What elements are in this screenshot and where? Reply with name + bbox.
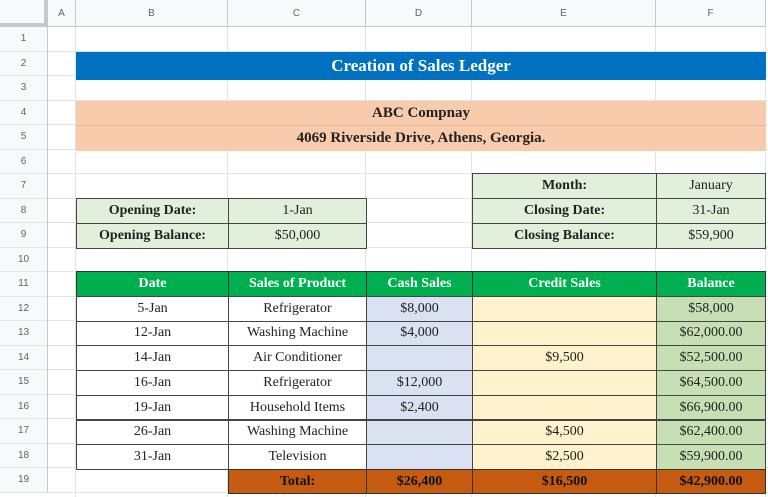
ledger-cell-credit[interactable] <box>472 320 657 347</box>
sheet-title[interactable]: Creation of Sales Ledger <box>76 52 766 80</box>
ledger-cell-credit[interactable]: $4,500 <box>472 419 657 445</box>
ledger-cell-product[interactable]: Washing Machine <box>228 419 367 445</box>
header-credit-sales[interactable]: Credit Sales <box>472 271 657 297</box>
ledger-cell-cash[interactable] <box>366 444 473 470</box>
ledger-cell-credit[interactable] <box>472 370 657 396</box>
row-header-17[interactable]: 17 <box>0 419 48 444</box>
ledger-cell-balance[interactable]: $59,900.00 <box>656 444 766 470</box>
row-header-1[interactable]: 1 <box>0 27 48 52</box>
total-balance[interactable]: $42,900.00 <box>656 469 766 494</box>
closing-date-value[interactable]: 31-Jan <box>656 198 766 224</box>
column-header-E[interactable]: E <box>472 0 656 27</box>
row-header-5[interactable]: 5 <box>0 125 48 150</box>
gridline <box>48 50 768 52</box>
row-header-14[interactable]: 14 <box>0 345 48 370</box>
row-header-2[interactable]: 2 <box>0 51 48 76</box>
gridline <box>48 246 768 248</box>
column-header-B[interactable]: B <box>76 0 228 27</box>
gridline <box>48 222 768 223</box>
row-header-9[interactable]: 9 <box>0 223 48 248</box>
row-header-11[interactable]: 11 <box>0 272 48 297</box>
gridline <box>655 27 656 497</box>
ledger-cell-date[interactable]: 14-Jan <box>76 345 229 371</box>
row-header-16[interactable]: 16 <box>0 394 48 419</box>
month-value[interactable]: January <box>656 173 766 199</box>
ledger-cell-product[interactable]: Washing Machine <box>228 320 367 347</box>
column-header-A[interactable]: A <box>48 0 76 27</box>
row-header-19[interactable]: 19 <box>0 468 48 493</box>
column-header-C[interactable]: C <box>228 0 366 27</box>
header-balance[interactable]: Balance <box>656 271 766 297</box>
closing-balance-label[interactable]: Closing Balance: <box>472 223 657 249</box>
company-address[interactable]: 4069 Riverside Drive, Athens, Georgia. <box>76 126 766 151</box>
opening-balance-label[interactable]: Opening Balance: <box>76 223 229 249</box>
ledger-cell-cash[interactable]: $2,400 <box>366 394 473 421</box>
total-cash[interactable]: $26,400 <box>366 469 473 494</box>
gridline <box>48 99 768 101</box>
gridline <box>227 27 228 497</box>
ledger-cell-product[interactable]: Television <box>228 444 367 470</box>
opening-date-label[interactable]: Opening Date: <box>76 198 229 224</box>
total-credit[interactable]: $16,500 <box>472 469 657 494</box>
ledger-cell-balance[interactable]: $62,000.00 <box>656 320 766 347</box>
ledger-cell-product[interactable]: Air Conditioner <box>228 345 367 371</box>
gridline <box>765 27 766 497</box>
ledger-cell-credit[interactable]: $9,500 <box>472 345 657 371</box>
ledger-cell-date[interactable]: 19-Jan <box>76 394 229 421</box>
row-header-6[interactable]: 6 <box>0 149 48 174</box>
ledger-cell-balance[interactable]: $52,500.00 <box>656 345 766 371</box>
select-all-corner[interactable] <box>0 0 48 27</box>
ledger-cell-date[interactable]: 31-Jan <box>76 444 229 470</box>
ledger-cell-cash[interactable]: $12,000 <box>366 370 473 396</box>
ledger-cell-credit[interactable]: $2,500 <box>472 444 657 470</box>
row-header-8[interactable]: 8 <box>0 198 48 223</box>
row-header-7[interactable]: 7 <box>0 174 48 199</box>
opening-date-value[interactable]: 1-Jan <box>228 198 367 224</box>
ledger-cell-balance[interactable]: $62,400.00 <box>656 419 766 445</box>
gridline <box>471 27 472 497</box>
ledger-cell-credit[interactable] <box>472 394 657 421</box>
ledger-cell-cash[interactable]: $8,000 <box>366 296 473 322</box>
header-date[interactable]: Date <box>76 271 229 297</box>
row-header-10[interactable]: 10 <box>0 247 48 272</box>
closing-balance-value[interactable]: $59,900 <box>656 223 766 249</box>
ledger-cell-balance[interactable]: $66,900.00 <box>656 394 766 421</box>
gridline <box>365 27 366 497</box>
ledger-cell-date[interactable]: 26-Jan <box>76 419 229 445</box>
row-header-4[interactable]: 4 <box>0 100 48 125</box>
column-header-D[interactable]: D <box>366 0 472 27</box>
gridline <box>75 27 76 497</box>
header-product[interactable]: Sales of Product <box>228 271 367 297</box>
month-label[interactable]: Month: <box>472 173 657 199</box>
ledger-cell-balance[interactable]: $64,500.00 <box>656 370 766 396</box>
ledger-cell-product[interactable]: Refrigerator <box>228 296 367 322</box>
ledger-cell-date[interactable]: 12-Jan <box>76 320 229 347</box>
closing-date-label[interactable]: Closing Date: <box>472 198 657 224</box>
ledger-cell-date[interactable]: 5-Jan <box>76 296 229 322</box>
row-header-12[interactable]: 12 <box>0 296 48 321</box>
ledger-cell-product[interactable]: Household Items <box>228 394 367 421</box>
ledger-cell-credit[interactable] <box>472 296 657 322</box>
gridline <box>48 197 768 199</box>
gridline <box>48 173 768 174</box>
ledger-cell-product[interactable]: Refrigerator <box>228 370 367 396</box>
ledger-cell-cash[interactable] <box>366 345 473 371</box>
row-header-3[interactable]: 3 <box>0 76 48 101</box>
row-header-15[interactable]: 15 <box>0 370 48 395</box>
column-header-F[interactable]: F <box>656 0 766 27</box>
ledger-cell-date[interactable]: 16-Jan <box>76 370 229 396</box>
row-header-18[interactable]: 18 <box>0 443 48 468</box>
header-cash-sales[interactable]: Cash Sales <box>366 271 473 297</box>
ledger-cell-cash[interactable] <box>366 419 473 445</box>
company-name[interactable]: ABC Compnay <box>76 101 766 126</box>
opening-balance-value[interactable]: $50,000 <box>228 223 367 249</box>
row-header-13[interactable]: 13 <box>0 321 48 346</box>
ledger-cell-balance[interactable]: $58,000 <box>656 296 766 322</box>
ledger-cell-cash[interactable]: $4,000 <box>366 320 473 347</box>
total-label[interactable]: Total: <box>228 469 367 494</box>
